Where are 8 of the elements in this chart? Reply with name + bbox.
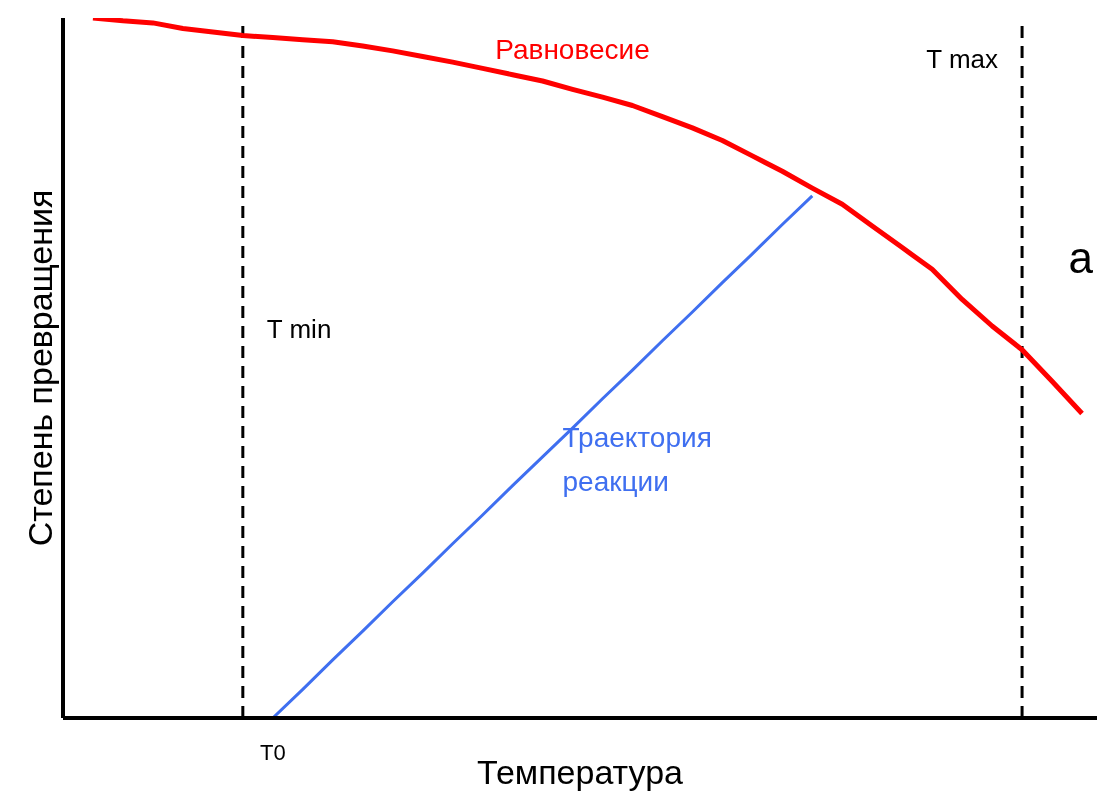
text: T0: [259, 740, 286, 765]
annotation: T min: [266, 314, 332, 344]
y-axis-title: Степень превращения: [21, 189, 60, 547]
series-label: Траектория реакции: [562, 421, 712, 497]
annotation: T max: [926, 44, 999, 74]
series-label: Равновесие: [495, 34, 650, 66]
annotation: a: [1068, 233, 1093, 283]
x-axis-title: Температура: [477, 753, 684, 791]
